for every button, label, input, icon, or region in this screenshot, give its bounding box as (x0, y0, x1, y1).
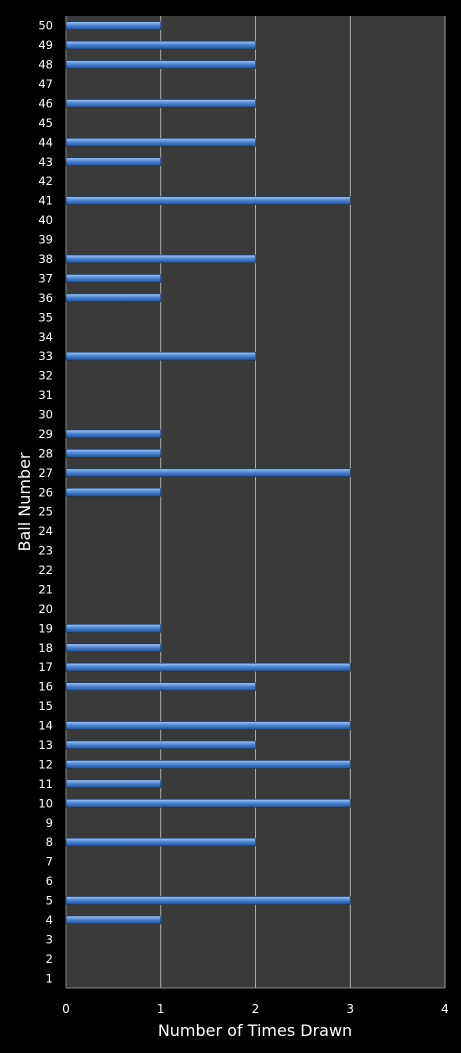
bar (65, 138, 256, 147)
bar (65, 351, 256, 361)
bar (65, 896, 351, 905)
y-tick-label: 50 (38, 19, 53, 33)
y-tick-labels: 1234567891011121314151617181920212223242… (38, 19, 53, 986)
bar (65, 274, 162, 283)
y-tick-label: 40 (38, 213, 53, 227)
bar (65, 99, 256, 108)
bar (65, 254, 256, 264)
y-tick-label: 29 (38, 427, 53, 441)
bar (65, 662, 351, 672)
bar (65, 779, 162, 789)
bar (65, 624, 162, 633)
y-tick-label: 18 (38, 641, 53, 655)
bar (65, 915, 162, 925)
y-tick-label: 38 (38, 252, 53, 266)
y-tick-label: 34 (38, 330, 53, 344)
y-tick-label: 20 (38, 602, 53, 616)
y-tick-label: 28 (38, 446, 53, 460)
y-tick-label: 11 (38, 777, 53, 791)
y-tick-label: 27 (38, 466, 53, 480)
y-tick-label: 2 (46, 952, 53, 966)
y-tick-label: 31 (38, 388, 53, 402)
bar (65, 429, 162, 439)
y-tick-label: 49 (38, 38, 53, 52)
bar (65, 21, 162, 31)
bar (65, 196, 351, 205)
x-tick-label: 4 (441, 1002, 449, 1016)
y-tick-label: 24 (38, 524, 53, 538)
y-tick-label: 30 (38, 408, 53, 422)
y-tick-label: 47 (38, 77, 53, 91)
y-tick-label: 8 (46, 835, 53, 849)
y-tick-label: 39 (38, 233, 53, 247)
y-tick-label: 41 (38, 194, 53, 208)
bar (65, 760, 351, 769)
bars (65, 21, 351, 925)
y-tick-label: 35 (38, 310, 53, 324)
y-tick-label: 23 (38, 544, 53, 558)
y-tick-label: 22 (38, 563, 53, 577)
y-tick-label: 44 (38, 135, 53, 149)
y-tick-label: 13 (38, 738, 53, 752)
bar (65, 157, 162, 167)
y-tick-label: 7 (46, 855, 53, 869)
bar (65, 740, 256, 750)
bar (65, 468, 351, 478)
bar (65, 293, 162, 303)
y-tick-label: 17 (38, 660, 53, 674)
y-tick-label: 25 (38, 505, 53, 519)
x-tick-labels: 0 1 2 3 4 (62, 1002, 449, 1016)
bar (65, 837, 256, 847)
y-tick-label: 10 (38, 796, 53, 810)
y-tick-label: 21 (38, 582, 53, 596)
y-axis-title: Ball Number (15, 452, 34, 551)
bar (65, 487, 162, 497)
y-tick-label: 46 (38, 96, 53, 110)
y-tick-label: 6 (46, 874, 53, 888)
y-tick-label: 15 (38, 699, 53, 713)
bar (65, 449, 162, 458)
y-tick-label: 45 (38, 116, 53, 130)
y-tick-label: 12 (38, 757, 53, 771)
grid-lines (65, 16, 446, 989)
bar (65, 60, 256, 69)
y-tick-label: 42 (38, 174, 53, 188)
y-tick-label: 43 (38, 155, 53, 169)
y-tick-label: 19 (38, 621, 53, 635)
bar (65, 799, 351, 808)
x-axis-title: Number of Times Drawn (158, 1021, 352, 1040)
y-tick-label: 9 (46, 816, 53, 830)
x-tick-label: 0 (62, 1002, 70, 1016)
y-tick-label: 3 (46, 932, 53, 946)
y-tick-label: 5 (46, 894, 53, 908)
y-tick-label: 33 (38, 349, 53, 363)
y-tick-label: 16 (38, 680, 53, 694)
bar (65, 721, 351, 730)
y-tick-label: 36 (38, 291, 53, 305)
y-tick-label: 37 (38, 271, 53, 285)
x-tick-label: 3 (346, 1002, 354, 1016)
y-tick-label: 4 (46, 913, 53, 927)
y-tick-label: 32 (38, 369, 53, 383)
x-tick-label: 1 (157, 1002, 165, 1016)
y-tick-label: 48 (38, 58, 53, 72)
y-tick-label: 26 (38, 485, 53, 499)
x-tick-label: 2 (252, 1002, 260, 1016)
y-tick-label: 1 (46, 971, 53, 985)
bar (65, 40, 256, 50)
bar (65, 643, 162, 653)
y-tick-label: 14 (38, 719, 53, 733)
bar (65, 682, 256, 691)
